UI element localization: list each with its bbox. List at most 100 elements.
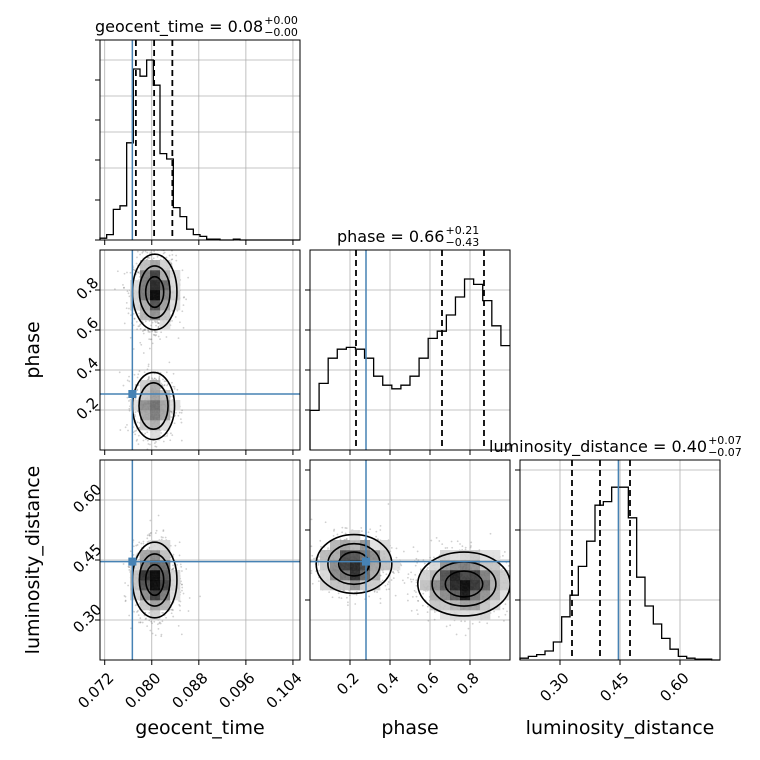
sample-point <box>133 317 136 320</box>
sample-point <box>438 540 441 542</box>
density-bin <box>150 610 161 621</box>
sample-point <box>515 587 517 589</box>
sample-point <box>415 579 418 582</box>
sample-point <box>171 608 174 611</box>
sample-point <box>129 271 132 274</box>
sample-point <box>144 320 147 323</box>
sample-point <box>170 263 173 265</box>
sample-point <box>126 379 129 382</box>
sample-point <box>132 553 135 556</box>
sample-point <box>134 433 137 436</box>
sample-point <box>180 580 182 583</box>
sample-point <box>156 255 159 258</box>
sample-point <box>155 324 157 327</box>
contour-line <box>138 553 171 607</box>
sample-point <box>181 269 184 272</box>
sample-point <box>142 250 145 253</box>
sample-point <box>182 296 185 299</box>
sample-point <box>438 557 441 560</box>
sample-point <box>149 532 152 535</box>
sample-point <box>149 443 151 446</box>
sample-point <box>178 603 181 606</box>
sample-point <box>180 565 183 568</box>
sample-point <box>171 310 174 312</box>
truth-marker <box>128 390 137 398</box>
sample-point <box>132 324 135 327</box>
density-bin <box>160 590 171 601</box>
sample-point <box>169 439 172 442</box>
sample-point <box>138 312 141 315</box>
sample-point <box>155 529 158 532</box>
sample-point <box>128 566 131 569</box>
sample-point <box>157 322 159 325</box>
sample-point <box>478 621 481 624</box>
sample-point <box>157 325 160 328</box>
sample-point <box>511 565 513 567</box>
density-bin <box>160 550 171 561</box>
sample-point <box>135 544 138 547</box>
sample-point <box>127 566 130 568</box>
sample-point <box>444 547 447 549</box>
sample-point <box>146 368 149 371</box>
sample-point <box>177 337 180 339</box>
density-bin <box>150 600 161 611</box>
sample-point <box>171 568 174 571</box>
density-bin <box>160 600 171 611</box>
sample-point <box>135 262 138 265</box>
sample-point <box>162 530 165 533</box>
sample-point <box>172 372 175 375</box>
sample-point <box>158 376 161 379</box>
sample-point <box>162 252 165 255</box>
sample-point <box>181 570 183 572</box>
sample-point <box>414 564 417 567</box>
sample-point <box>411 595 414 598</box>
sample-point <box>162 529 165 532</box>
sample-point <box>142 542 145 545</box>
sample-point <box>142 329 145 331</box>
sample-point <box>148 319 151 322</box>
sample-point <box>136 421 139 424</box>
sample-point <box>126 423 128 426</box>
sample-point <box>157 322 160 324</box>
sample-point <box>144 432 147 435</box>
sample-point <box>147 365 150 368</box>
sample-point <box>415 584 418 587</box>
sample-point <box>166 432 169 435</box>
grid-1-1 <box>310 250 510 450</box>
density-bin <box>170 280 181 291</box>
sample-point <box>124 426 127 429</box>
sample-point <box>489 532 492 535</box>
sample-point <box>424 590 427 592</box>
sample-point <box>124 595 127 598</box>
density-bin <box>130 570 141 581</box>
sample-point <box>149 534 151 537</box>
sample-point <box>144 329 147 332</box>
sample-point <box>417 559 420 562</box>
sample-point <box>512 577 514 579</box>
sample-point <box>410 580 413 583</box>
sample-point <box>180 411 183 414</box>
sample-point <box>464 620 466 623</box>
sample-point <box>430 539 433 542</box>
sample-point <box>171 412 173 415</box>
sample-point <box>169 261 172 264</box>
sample-point <box>148 338 151 340</box>
sample-point <box>128 295 131 298</box>
sample-point <box>185 568 188 570</box>
sample-point <box>172 385 175 388</box>
density-bin <box>150 400 161 411</box>
sample-point <box>125 301 128 304</box>
sample-point <box>169 544 172 547</box>
density-bin <box>130 590 141 601</box>
sample-point <box>154 321 157 324</box>
sample-point <box>150 620 153 623</box>
contour-line <box>138 265 171 319</box>
sample-point <box>461 545 464 548</box>
sample-point <box>155 331 158 334</box>
sample-point <box>155 445 158 448</box>
sample-point <box>139 253 141 256</box>
sample-point <box>156 320 159 323</box>
sample-point <box>146 439 149 442</box>
sample-point <box>173 385 176 388</box>
sample-point <box>148 377 150 380</box>
